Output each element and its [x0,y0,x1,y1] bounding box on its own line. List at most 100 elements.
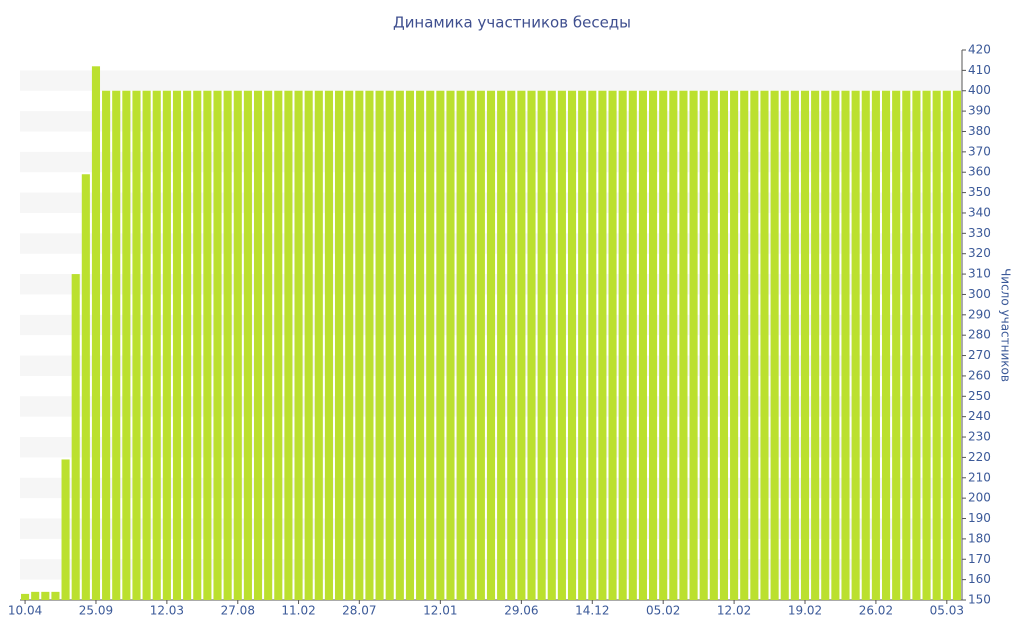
y-tick-label: 170 [968,552,991,566]
bar [385,90,394,601]
bar [21,593,30,600]
x-tick-label: 10.04 [8,604,42,618]
bar [608,90,617,601]
y-tick-label: 250 [968,389,991,403]
x-tick-label: 27.08 [221,604,255,618]
y-tick-label: 200 [968,491,991,505]
bar [61,459,70,600]
bar [112,90,121,601]
bar [446,90,455,601]
bar [770,90,779,601]
x-tick-label: 12.01 [423,604,457,618]
y-tick-label: 160 [968,572,991,586]
bar [811,90,820,601]
bar [304,90,313,601]
y-tick-label: 150 [968,593,991,607]
grid-band [20,70,962,91]
bar [41,591,50,600]
y-tick-label: 190 [968,511,991,525]
y-tick-label: 350 [968,185,991,199]
y-tick-label: 240 [968,409,991,423]
bar [831,90,840,601]
bar [162,90,171,601]
bar [132,90,141,601]
bar [405,90,415,601]
bar [638,90,647,601]
bar [588,90,597,601]
bar [294,90,303,601]
bar [456,90,465,601]
y-tick-label: 320 [968,246,991,260]
x-tick-label: 12.03 [150,604,184,618]
bar [31,591,40,600]
bar [476,90,485,601]
bar [233,90,242,601]
bar [699,90,708,601]
bar [719,90,729,601]
y-tick-label: 380 [968,124,991,138]
bar [264,90,273,601]
bar [355,90,364,601]
y-tick-label: 360 [968,165,991,179]
bar [416,90,425,601]
x-tick-label: 14.12 [575,604,609,618]
y-tick-label: 400 [968,83,991,97]
bar [780,90,789,601]
bar [172,90,182,601]
bar [892,90,901,601]
chart-title: Динамика участников беседы [393,14,631,32]
y-tick-label: 220 [968,450,991,464]
bar [578,90,587,601]
bar [81,174,90,600]
bar [628,90,637,601]
bar [102,90,111,601]
bar [922,90,931,601]
bar [203,90,212,601]
y-tick-label: 370 [968,144,991,158]
bar [861,90,870,601]
bar [689,90,698,601]
y-tick-label: 310 [968,267,991,281]
bar [466,90,475,601]
bar [659,90,668,601]
bar [618,90,627,601]
bar [51,591,60,600]
bar [497,90,506,601]
y-tick-label: 210 [968,470,991,484]
x-tick-label: 05.03 [930,604,964,618]
bar [547,90,556,601]
x-tick-label: 25.09 [79,604,113,618]
bar [375,90,384,601]
bar [557,90,566,601]
bar [669,90,678,601]
y-tick-label: 410 [968,63,991,77]
bar [122,90,131,601]
bar [365,90,374,601]
bar [395,90,404,601]
bar [486,90,496,601]
bar [213,90,222,601]
bar [871,90,880,601]
y-tick-label: 290 [968,307,991,321]
bar [790,90,799,601]
bar [821,90,830,601]
bar [426,90,435,601]
bar [679,90,688,601]
bar [760,90,769,601]
y-tick-label: 270 [968,348,991,362]
bar [71,274,80,600]
y-axis-label: Число участников [999,268,1013,382]
y-tick-label: 390 [968,104,991,118]
bar [436,90,445,601]
bar [284,90,293,601]
y-tick-label: 330 [968,226,991,240]
x-tick-label: 11.02 [281,604,315,618]
x-tick-label: 28.07 [342,604,376,618]
x-tick-label: 29.06 [504,604,538,618]
bar [567,90,577,601]
bar [91,66,101,601]
bar [517,90,526,601]
bar [881,90,891,601]
bar [800,90,810,601]
y-tick-label: 300 [968,287,991,301]
